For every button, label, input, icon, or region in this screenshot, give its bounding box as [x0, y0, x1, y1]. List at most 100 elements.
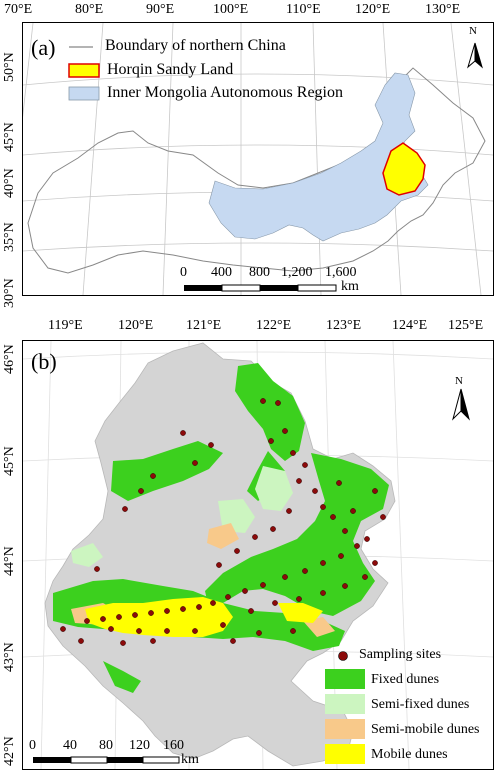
- sampling-sites: [60, 398, 386, 646]
- legend-site-symbol: [338, 651, 348, 661]
- sampling-site: [252, 534, 258, 540]
- sampling-site: [216, 562, 222, 568]
- legend-inner-mongolia-text: Inner Mongolia Autonomous Region: [107, 84, 343, 101]
- sampling-site: [282, 574, 288, 580]
- sampling-site: [192, 628, 198, 634]
- legend-semi-fixed-text: Semi-fixed dunes: [371, 697, 470, 712]
- sampling-site: [260, 582, 266, 588]
- sampling-site: [320, 590, 326, 596]
- lon-tick: 120°E: [118, 318, 154, 333]
- sampling-site: [364, 536, 370, 542]
- sampling-site: [225, 594, 231, 600]
- lon-tick: 122°E: [256, 318, 292, 333]
- legend-semi-mobile-text: Semi-mobile dunes: [371, 722, 480, 737]
- scale-unit: km: [341, 279, 359, 294]
- scale-label: 160: [163, 738, 184, 753]
- sampling-site: [196, 604, 202, 610]
- legend-boundary-text: Boundary of northern China: [105, 37, 286, 54]
- lat-tick: 42°N: [2, 736, 17, 766]
- sampling-site: [100, 616, 106, 622]
- scale-label: 0: [29, 738, 36, 753]
- sampling-site: [180, 606, 186, 612]
- sampling-site: [302, 462, 308, 468]
- sampling-site: [286, 508, 292, 514]
- lat-tick: 46°N: [2, 344, 17, 374]
- sampling-site: [138, 488, 144, 494]
- sampling-site: [330, 514, 336, 520]
- lon-tick: 120°E: [355, 2, 391, 17]
- lon-tick: 70°E: [4, 2, 33, 17]
- north-arrow-icon: [467, 42, 483, 69]
- lat-tick: 30°N: [2, 278, 17, 308]
- sampling-site: [148, 610, 154, 616]
- sampling-site: [342, 583, 348, 589]
- panel-b-svg: [23, 341, 493, 769]
- horqin-sandy-land: [382, 142, 426, 196]
- northern-china-boundary: [27, 67, 486, 274]
- sampling-site: [320, 504, 326, 510]
- sampling-site: [164, 628, 170, 634]
- lat-tick: 45°N: [2, 122, 17, 152]
- sampling-site: [136, 628, 142, 634]
- sampling-site: [220, 622, 226, 628]
- sampling-site: [180, 430, 186, 436]
- legend-mobile-swatch: [325, 744, 365, 764]
- sampling-site: [372, 560, 378, 566]
- sampling-site: [260, 398, 266, 404]
- legend-horqin-swatch: [68, 63, 100, 78]
- sampling-site: [282, 428, 288, 434]
- panel-a-label: (a): [31, 35, 56, 60]
- sampling-site: [296, 596, 302, 602]
- panel-b-map: (b) N Sampling sites Fixed dunes Semi-fi…: [22, 340, 494, 770]
- sampling-site: [122, 506, 128, 512]
- sampling-site: [380, 514, 386, 520]
- scale-label: 400: [211, 265, 232, 280]
- scale-bar: [33, 756, 180, 764]
- sampling-site: [268, 438, 274, 444]
- sampling-site: [290, 450, 296, 456]
- lon-tick: 80°E: [75, 2, 104, 17]
- lon-tick: 123°E: [326, 318, 362, 333]
- scale-label: 40: [63, 738, 77, 753]
- sampling-site: [350, 508, 356, 514]
- mobile-dunes-areas: [85, 597, 323, 637]
- lon-tick: 119°E: [48, 318, 83, 333]
- sampling-site: [108, 626, 114, 632]
- sampling-site: [150, 638, 156, 644]
- lat-tick: 43°N: [2, 642, 17, 672]
- sampling-site: [84, 618, 90, 624]
- sampling-site: [296, 478, 302, 484]
- sampling-site: [248, 608, 254, 614]
- lon-tick: 100°E: [213, 2, 249, 17]
- lat-tick: 40°N: [2, 168, 17, 198]
- sampling-site: [230, 638, 236, 644]
- scale-label: 800: [249, 265, 270, 280]
- lat-tick: 35°N: [2, 222, 17, 252]
- sampling-site: [94, 566, 100, 572]
- legend-sites-text: Sampling sites: [359, 647, 442, 662]
- legend-fixed-swatch: [325, 669, 365, 689]
- sampling-site: [242, 588, 248, 594]
- sampling-site: [312, 488, 318, 494]
- lat-tick: 50°N: [2, 52, 17, 82]
- sampling-site: [336, 480, 342, 486]
- legend-fixed-text: Fixed dunes: [371, 672, 440, 687]
- sampling-site: [192, 460, 198, 466]
- sampling-site: [208, 442, 214, 448]
- north-label: N: [455, 375, 463, 387]
- panel-b-label: (b): [31, 349, 57, 374]
- sampling-site: [290, 628, 296, 634]
- lat-tick: 45°N: [2, 446, 17, 476]
- sampling-site: [338, 553, 344, 559]
- scale-unit: km: [181, 752, 199, 767]
- lon-tick: 110°E: [286, 2, 321, 17]
- panel-a-map: (a) N Boundary of northern China Horqin …: [22, 22, 494, 296]
- scale-label: 1,600: [325, 265, 357, 280]
- sampling-site: [372, 488, 378, 494]
- sampling-site: [78, 638, 84, 644]
- legend-inner-mongolia-swatch: [68, 86, 100, 101]
- lon-tick: 121°E: [186, 318, 222, 333]
- lat-tick: 44°N: [2, 546, 17, 576]
- sampling-site: [234, 548, 240, 554]
- sampling-site: [270, 526, 276, 532]
